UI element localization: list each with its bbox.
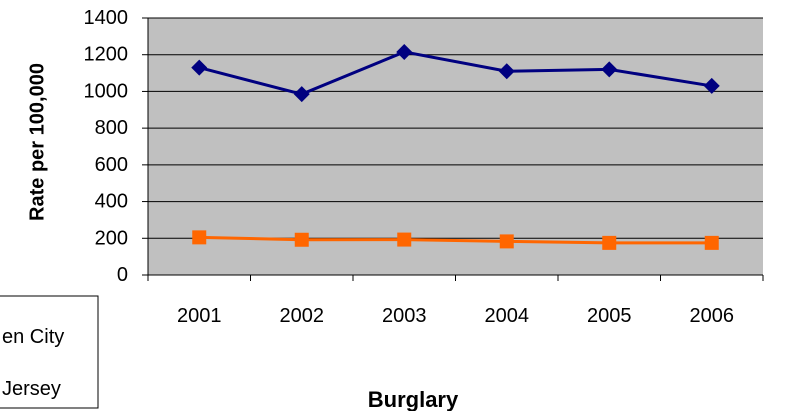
legend-box: [0, 295, 99, 409]
y-tick-label-0: 0: [117, 264, 128, 286]
x-tick-label-2001: 2001: [177, 305, 222, 327]
legend-entry-1: en City: [2, 326, 64, 348]
series-2-point-2002: [294, 232, 309, 247]
x-tick-label-2003: 2003: [382, 305, 427, 327]
series-1-point-2003: [396, 43, 413, 60]
series-1-point-2004: [498, 63, 515, 80]
x-tick-label-2005: 2005: [587, 305, 632, 327]
series-2-point-2001: [192, 230, 207, 245]
series-2-point-2006: [704, 235, 719, 250]
series-2-point-2005: [602, 235, 617, 250]
series-1-point-2002: [293, 86, 310, 103]
axes: 0 200 400 600 800 1000 1200 1400 2001 2002 2003 200…: [84, 7, 764, 327]
y-tick-label-200: 200: [95, 227, 128, 249]
x-tick-label-2004: 2004: [485, 305, 530, 327]
plot-area: [148, 17, 763, 275]
series-1-point-2005: [601, 61, 618, 78]
x-tick-label-2002: 2002: [280, 305, 325, 327]
x-axis-label: Burglary: [368, 387, 459, 411]
legend-entry-2: Jersey: [2, 378, 61, 400]
legend: en City Jersey: [0, 295, 99, 409]
y-tick-label-400: 400: [95, 191, 128, 213]
y-axis-label: Rate per 100,000: [26, 63, 48, 221]
series-2: [192, 230, 719, 250]
series-2-line: [199, 235, 712, 245]
series-1-point-2001: [191, 59, 208, 76]
x-tick-label-2006: 2006: [690, 305, 735, 327]
series-1-point-2006: [703, 77, 720, 94]
y-tick-label-1000: 1000: [84, 80, 129, 102]
y-tick-label-800: 800: [95, 117, 128, 139]
series-2-point-2003: [397, 232, 412, 247]
series-1-line: [198, 50, 712, 96]
y-tick-label-1200: 1200: [84, 44, 129, 66]
y-tick-label-600: 600: [95, 154, 128, 176]
series-layer: [191, 43, 720, 250]
y-tick-label-1400: 1400: [84, 7, 129, 29]
series-2-point-2004: [499, 234, 514, 249]
series-1: [191, 43, 720, 103]
plot-background: [148, 18, 763, 275]
